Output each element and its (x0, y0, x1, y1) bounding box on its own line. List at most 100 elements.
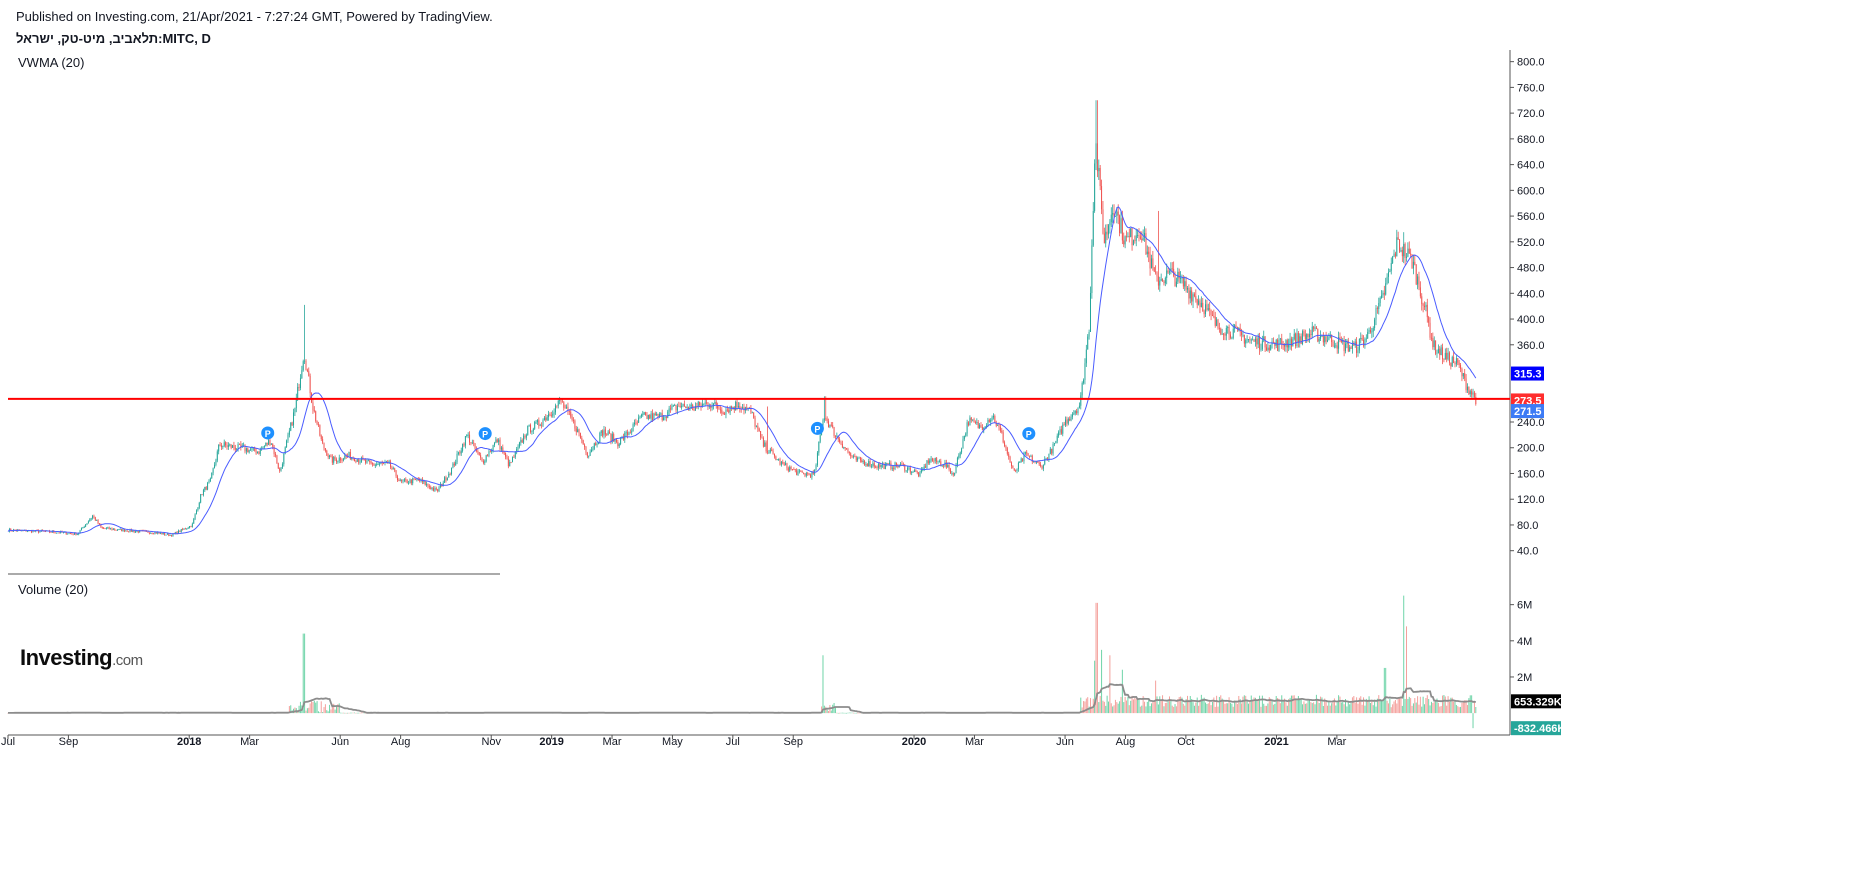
candle-body (1074, 410, 1076, 414)
candle-body (755, 425, 757, 427)
candle-body (1260, 349, 1262, 350)
candle-body (175, 531, 177, 534)
volume-bar (363, 712, 365, 714)
candle-body (1471, 391, 1473, 395)
volume-bar (1166, 702, 1168, 714)
candle-body (1340, 340, 1342, 342)
candle-body (678, 405, 680, 407)
volume-bar (1282, 700, 1284, 714)
candle-body (269, 440, 271, 445)
volume-bar (1465, 700, 1467, 714)
volume-bar (1121, 669, 1123, 714)
candle-body (732, 406, 734, 409)
candle-body (1300, 336, 1302, 344)
volume-bar (1364, 705, 1366, 714)
candle-body (1315, 327, 1317, 330)
candle-body (925, 466, 927, 468)
candle-body (654, 413, 656, 416)
volume-bar (347, 712, 349, 714)
candle-body (503, 452, 505, 454)
volume-bar (1087, 697, 1089, 714)
volume-bar (1417, 696, 1419, 714)
volume-bar (1418, 704, 1420, 714)
volume-bar (1469, 695, 1471, 714)
candle-body (456, 453, 458, 463)
volume-bar (1135, 699, 1137, 714)
candle-body (505, 452, 507, 457)
candle-body (962, 439, 964, 449)
price-tick-label: 640.0 (1517, 160, 1545, 172)
markers: P PPP (261, 421, 1036, 441)
candle-body (191, 523, 193, 527)
candle-body (272, 443, 274, 447)
candle-body (1415, 264, 1417, 285)
volume-bar (1184, 705, 1186, 714)
candle-body (276, 455, 278, 464)
volume-bar (1241, 703, 1243, 714)
candle-body (64, 531, 66, 533)
candle-body (1297, 332, 1299, 342)
candle-body (245, 448, 247, 452)
candle-body (1257, 337, 1259, 345)
candle-body (1436, 353, 1438, 354)
candle-body (1105, 231, 1107, 244)
candle-body (1206, 304, 1208, 310)
volume-bar (1149, 706, 1151, 714)
candle-body (32, 530, 34, 533)
candle-body (1442, 347, 1444, 360)
candle-body (195, 510, 197, 515)
candle-body (1462, 373, 1464, 377)
volume-bar (1376, 698, 1378, 714)
candle-body (413, 478, 415, 480)
candle-body (653, 413, 655, 421)
volume-bar (1195, 702, 1197, 714)
candle-body (322, 439, 324, 443)
candle-body (901, 463, 903, 465)
candle-body (1246, 339, 1248, 341)
volume-bar (1117, 703, 1119, 714)
candle-body (898, 465, 900, 468)
candle-body (455, 462, 457, 466)
candle-body (897, 465, 899, 468)
candle-body (1038, 462, 1040, 465)
candle-body (751, 412, 753, 414)
candle-body (387, 461, 389, 463)
candle-body (1299, 336, 1301, 342)
volume-bar (1360, 696, 1362, 714)
candle-body (115, 529, 117, 531)
candle-body (712, 403, 714, 407)
candle-body (575, 428, 577, 433)
candle-body (632, 424, 634, 432)
volume-tag: 653.329K (1514, 696, 1562, 708)
candle-body (613, 434, 615, 442)
candles (8, 100, 1477, 537)
volume-bar (1367, 699, 1369, 714)
price-pane-indicator-label[interactable]: VWMA (20) (18, 55, 85, 70)
volume-bar (1297, 695, 1299, 714)
candle-body (187, 527, 189, 529)
candle-body (176, 531, 178, 534)
volume-bar (1461, 702, 1463, 714)
volume-bar (1164, 702, 1166, 714)
candle-body (786, 463, 788, 469)
candle-body (1422, 304, 1424, 306)
volume-bar (1114, 699, 1116, 714)
candle-body (711, 406, 713, 408)
candle-body (559, 400, 561, 401)
candle-body (121, 528, 123, 532)
candle-body (111, 528, 113, 530)
candle-body (1095, 143, 1097, 164)
candle-body (561, 401, 563, 403)
volume-bar (322, 712, 324, 714)
candle-body (762, 437, 764, 447)
candle-body (826, 418, 828, 422)
volume-pane-indicator-label[interactable]: Volume (20) (18, 582, 89, 597)
candle-body (783, 463, 785, 465)
candle-body (37, 530, 39, 533)
volume-bar (1307, 700, 1309, 714)
volume-tick-label: 2M (1517, 672, 1532, 684)
candle-body (1326, 339, 1328, 342)
candle-body (718, 408, 720, 410)
candle-body (708, 406, 710, 407)
